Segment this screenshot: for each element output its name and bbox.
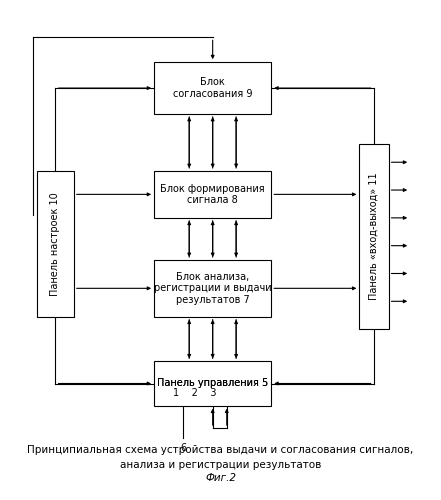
FancyBboxPatch shape	[154, 260, 271, 317]
Text: Фиг.2: Фиг.2	[205, 474, 236, 484]
Text: Панель управления 5: Панель управления 5	[157, 378, 268, 388]
Text: Блок формирования
сигнала 8: Блок формирования сигнала 8	[161, 184, 265, 205]
Text: 1    2    3: 1 2 3	[173, 388, 217, 398]
FancyBboxPatch shape	[154, 171, 271, 218]
FancyBboxPatch shape	[359, 144, 389, 329]
Text: Блок анализа,
регистрации и выдачи
результатов 7: Блок анализа, регистрации и выдачи резул…	[154, 272, 272, 305]
FancyBboxPatch shape	[154, 361, 271, 406]
FancyBboxPatch shape	[154, 62, 271, 114]
Text: Панель управления 5: Панель управления 5	[157, 378, 268, 388]
Text: Панель «вход-выход» 11: Панель «вход-выход» 11	[369, 172, 379, 300]
Text: Панель настроек 10: Панель настроек 10	[50, 192, 60, 296]
Text: Блок
согласования 9: Блок согласования 9	[173, 78, 252, 99]
Text: 6: 6	[180, 443, 187, 453]
Text: анализа и регистрации результатов: анализа и регистрации результатов	[120, 460, 321, 470]
Text: Принципиальная схема устройства выдачи и согласования сигналов,: Принципиальная схема устройства выдачи и…	[27, 446, 414, 456]
FancyBboxPatch shape	[37, 171, 74, 317]
